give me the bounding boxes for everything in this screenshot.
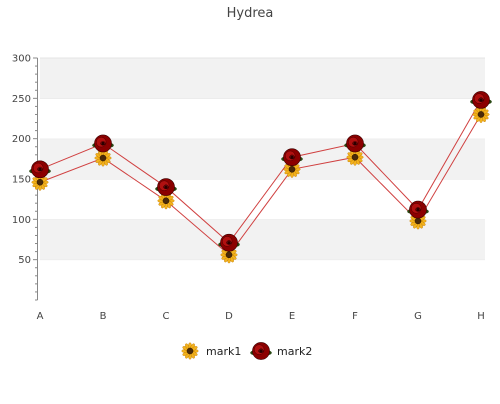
- data-point-mark2-E: [281, 148, 303, 167]
- y-tick-label: 250: [12, 94, 31, 105]
- x-tick-label: D: [225, 311, 233, 322]
- data-point-mark2-D: [218, 233, 240, 252]
- legend-item-mark1: mark1: [181, 342, 241, 360]
- y-tick-label: 150: [12, 175, 31, 186]
- grid-band: [40, 138, 485, 179]
- y-tick-label: 50: [18, 255, 31, 266]
- x-tick-label: C: [163, 311, 170, 322]
- sunflower-icon: [181, 342, 199, 360]
- legend: mark1 mark2: [181, 342, 312, 360]
- grid-bands: [40, 57, 485, 300]
- legend-label: mark1: [206, 345, 241, 358]
- series-line-mark1: [39, 114, 482, 256]
- x-tick-label: F: [352, 311, 358, 322]
- grid-band: [40, 58, 485, 99]
- grid-band: [40, 219, 485, 260]
- x-tick-label: E: [289, 311, 295, 322]
- data-point-mark2-H: [470, 91, 492, 109]
- data-point-mark2-G: [407, 200, 429, 219]
- series-markers: [29, 91, 492, 264]
- data-point-mark2-A: [29, 160, 51, 179]
- series-lines: [39, 99, 482, 256]
- data-point-mark2-C: [155, 178, 177, 196]
- y-tick-label: 200: [12, 134, 31, 145]
- x-tick-label: G: [414, 311, 422, 322]
- rose-icon: [250, 342, 272, 360]
- grid-band: [40, 98, 485, 139]
- chart-title: Hydrea: [227, 6, 274, 21]
- data-point-mark2-B: [92, 134, 114, 153]
- y-tick-label: 100: [12, 215, 31, 226]
- grid-band: [40, 259, 485, 300]
- data-point-mark1-B: [94, 149, 112, 167]
- legend-item-mark2: mark2: [250, 342, 312, 360]
- data-point-mark2-F: [344, 134, 366, 153]
- legend-label: mark2: [277, 345, 312, 358]
- series-line-mark2: [39, 99, 482, 244]
- x-tick-label: A: [37, 311, 44, 322]
- y-tick-label: 300: [12, 54, 31, 65]
- x-tick-label: H: [477, 311, 485, 322]
- x-tick-label: B: [100, 311, 107, 322]
